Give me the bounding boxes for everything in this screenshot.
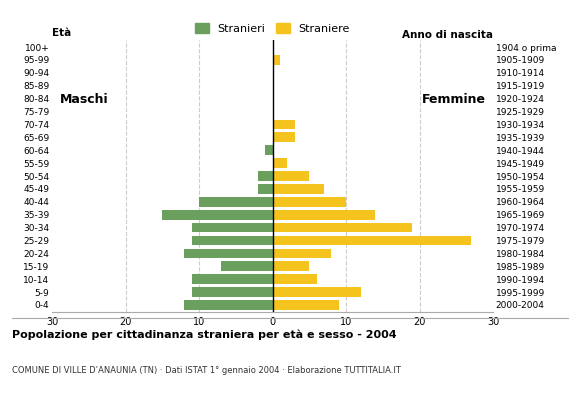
Bar <box>258 184 273 194</box>
Bar <box>184 248 273 258</box>
Bar <box>273 300 339 310</box>
Bar <box>184 300 273 310</box>
Text: Popolazione per cittadinanza straniera per età e sesso - 2004: Popolazione per cittadinanza straniera p… <box>12 330 396 340</box>
Text: Femmine: Femmine <box>422 93 485 106</box>
Bar <box>273 210 375 220</box>
Bar <box>273 120 295 129</box>
Bar <box>273 262 309 271</box>
Bar <box>273 236 471 245</box>
Bar <box>273 184 324 194</box>
Bar <box>162 210 273 220</box>
Bar <box>199 197 273 207</box>
Legend: Stranieri, Straniere: Stranieri, Straniere <box>191 18 354 38</box>
Bar <box>273 248 331 258</box>
Bar <box>258 171 273 181</box>
Bar <box>192 236 273 245</box>
Bar <box>221 262 273 271</box>
Text: Anno di nascita: Anno di nascita <box>402 30 493 40</box>
Bar <box>273 55 280 65</box>
Bar <box>273 171 309 181</box>
Bar <box>192 223 273 232</box>
Bar <box>273 287 361 297</box>
Text: Età: Età <box>52 28 71 38</box>
Text: COMUNE DI VILLE D’ANAUNIA (TN) · Dati ISTAT 1° gennaio 2004 · Elaborazione TUTTI: COMUNE DI VILLE D’ANAUNIA (TN) · Dati IS… <box>12 366 400 375</box>
Bar <box>265 145 273 155</box>
Bar <box>273 132 295 142</box>
Bar <box>273 274 317 284</box>
Bar <box>273 158 287 168</box>
Bar <box>192 287 273 297</box>
Bar <box>273 197 346 207</box>
Bar <box>192 274 273 284</box>
Text: Maschi: Maschi <box>60 93 108 106</box>
Bar <box>273 223 412 232</box>
